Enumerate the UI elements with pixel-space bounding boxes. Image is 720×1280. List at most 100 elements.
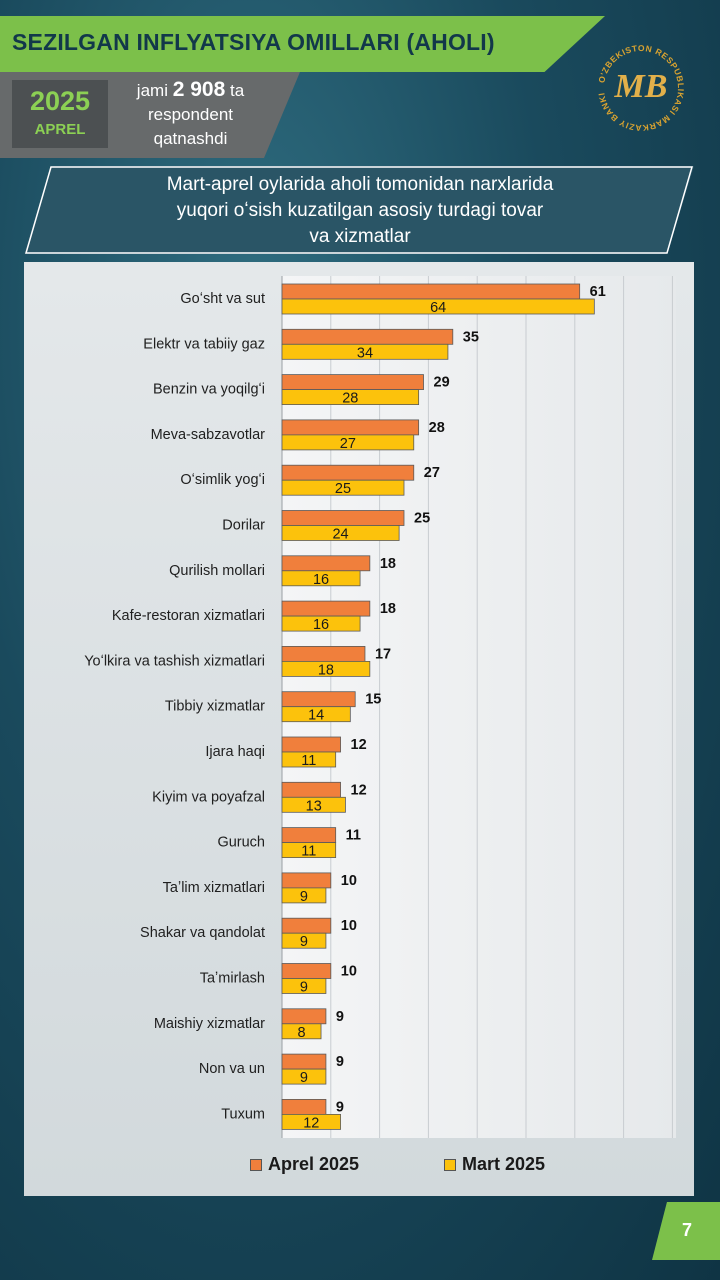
bar-april (281, 691, 356, 708)
bar-april (281, 419, 420, 436)
category-label: Benzin va yoqilgʻi (153, 382, 265, 398)
subtitle-line2: yuqori oʻsish kuzatilgan asosiy turdagi … (176, 200, 544, 221)
data-label-april: 10 (341, 918, 357, 934)
chart-legend: Aprel 2025 Mart 2025 (0, 1154, 720, 1178)
data-label-april: 25 (414, 511, 430, 527)
category-label: Qurilish mollari (169, 563, 265, 579)
data-label-march: 13 (306, 798, 322, 814)
bar-april (281, 374, 424, 391)
bar-march (281, 525, 400, 541)
category-label: Ijara haqi (205, 744, 265, 760)
category-label: Yoʻlkira va tashish xizmatlari (84, 653, 265, 669)
page-title: SEZILGAN INFLYATSIYA OMILLARI (AHOLI) (12, 29, 495, 55)
data-label-april: 10 (341, 873, 357, 889)
category-label: Maishiy xizmatlar (154, 1016, 265, 1032)
title-banner (0, 16, 605, 72)
bar-march (281, 1114, 341, 1130)
subtitle-box (24, 166, 694, 254)
category-label: Non va un (199, 1061, 265, 1077)
bar-april (281, 827, 337, 843)
bar-april (281, 328, 454, 345)
category-label: Kiyim va poyafzal (152, 789, 265, 805)
respondents-pre: jami (136, 81, 168, 100)
bar-april (281, 464, 415, 481)
data-label-april: 9 (336, 1099, 344, 1115)
respondents-count: 2 908 (172, 78, 226, 101)
category-label: Tibbiy xizmatlar (165, 699, 265, 715)
category-label: Tuxum (221, 1106, 265, 1122)
data-label-march: 64 (430, 300, 446, 316)
data-label-march: 9 (300, 1070, 308, 1086)
legend-swatch-april (250, 1159, 262, 1171)
category-label: Taʼmirlash (200, 971, 265, 987)
legend-item-march: Mart 2025 (444, 1154, 545, 1175)
central-bank-logo: O'ZBEKISTON RESPUBLIKASI MARKAZIY BANKI … (596, 43, 685, 133)
bar-march (281, 1068, 327, 1085)
data-label-april: 12 (351, 782, 367, 798)
month-label: APREL (34, 121, 86, 138)
respondents-line3: qatnashdi (153, 129, 228, 148)
bar-april (281, 1099, 327, 1115)
data-label-march: 9 (300, 889, 308, 905)
category-label: Dorilar (222, 518, 265, 534)
bar-april (281, 963, 332, 979)
bar-march (281, 978, 327, 994)
bar-march (281, 932, 327, 949)
data-label-april: 9 (336, 1009, 344, 1025)
data-label-march: 28 (342, 391, 358, 407)
data-label-april: 10 (341, 964, 357, 980)
data-label-march: 34 (357, 345, 373, 361)
category-label: Elektr va tabiiy gaz (143, 336, 265, 352)
data-label-march: 16 (313, 617, 329, 633)
bar-march (281, 661, 371, 677)
page-number: 7 (682, 1220, 693, 1240)
bar-april (281, 917, 332, 934)
bar-april (281, 510, 405, 526)
data-label-march: 25 (335, 481, 351, 497)
year-label: 2025 (29, 86, 91, 116)
data-label-april: 35 (463, 329, 479, 345)
category-label: Kafe-restoran xizmatlari (112, 608, 265, 624)
data-label-april: 61 (590, 284, 606, 300)
bar-march (281, 842, 337, 858)
data-label-march: 27 (340, 436, 356, 452)
logo-monogram: MB (614, 68, 668, 105)
data-label-march: 16 (313, 572, 329, 588)
category-label: Shakar va qandolat (140, 925, 265, 941)
data-label-march: 14 (308, 708, 324, 724)
bar-march (281, 751, 337, 768)
bar-march (281, 887, 327, 904)
data-label-march: 9 (300, 980, 308, 996)
bar-march (281, 434, 415, 451)
bar-march (281, 796, 346, 813)
bar-march (281, 570, 361, 587)
bar-april (281, 781, 341, 798)
respondents-line2: respondent (147, 105, 234, 124)
bar-march (281, 615, 361, 632)
data-label-march: 9 (300, 934, 308, 950)
data-label-march: 11 (301, 753, 316, 769)
data-label-april: 15 (365, 692, 381, 708)
data-label-march: 12 (303, 1115, 319, 1131)
bar-april (281, 1008, 327, 1025)
data-label-march: 8 (297, 1025, 305, 1041)
category-label: Guruch (217, 835, 265, 851)
category-label: Goʻsht va sut (180, 291, 265, 307)
data-label-april: 18 (380, 601, 396, 617)
bar-march (281, 298, 595, 315)
bar-april (281, 1053, 327, 1070)
subtitle-line1: Mart-aprel oylarida aholi tomonidan narx… (166, 174, 554, 195)
bar-march (281, 343, 449, 360)
chart-subtitle: Mart-aprel oylarida aholi tomonidan narx… (60, 172, 660, 250)
bar-april (281, 736, 341, 753)
date-badge: 2025 APREL (12, 80, 108, 148)
respondents-post: ta (230, 81, 245, 100)
bar-april (281, 600, 371, 617)
subtitle-line3: va xizmatlar (309, 226, 411, 247)
data-label-april: 9 (336, 1054, 344, 1070)
legend-label-march: Mart 2025 (462, 1154, 546, 1174)
category-label: Meva-sabzavotlar (151, 427, 266, 443)
bar-march (281, 706, 351, 723)
respondents-note: jami 2 908 ta respondent qatnashdi (118, 78, 263, 151)
